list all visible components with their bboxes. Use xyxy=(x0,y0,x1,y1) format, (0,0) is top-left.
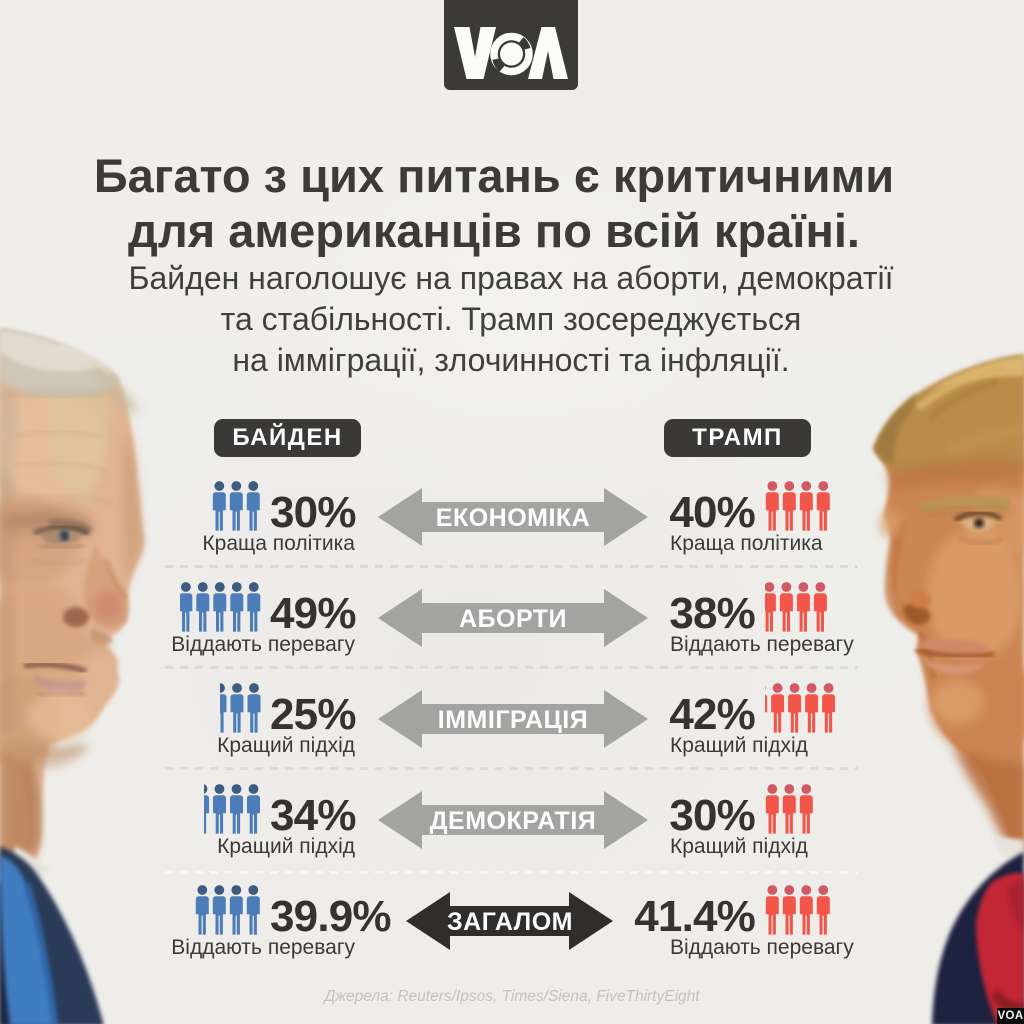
svg-text:ЗАГАЛОМ: ЗАГАЛОМ xyxy=(447,908,573,936)
svg-text:ІММІГРАЦІЯ: ІММІГРАЦІЯ xyxy=(438,706,588,734)
svg-text:ДЕМОКРАТІЯ: ДЕМОКРАТІЯ xyxy=(430,807,597,835)
svg-text:АБОРТИ: АБОРТИ xyxy=(459,605,567,633)
svg-text:ЕКОНОМІКА: ЕКОНОМІКА xyxy=(436,504,590,532)
